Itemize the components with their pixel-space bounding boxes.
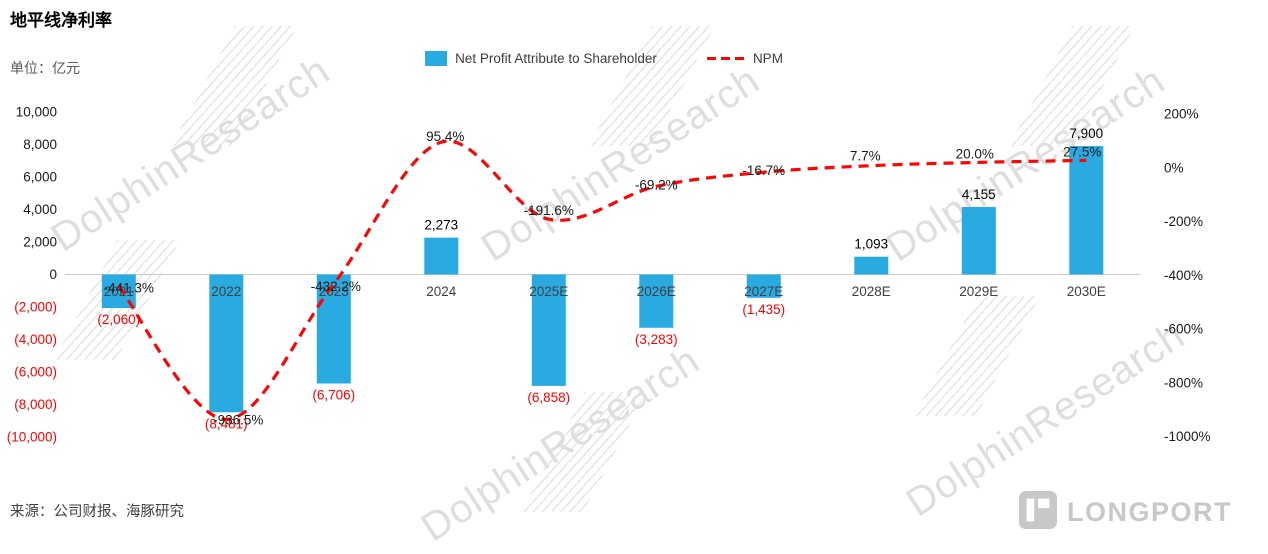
bar-value-label: (2,060) [97, 312, 140, 327]
left-axis-tick: (8,000) [14, 397, 57, 412]
left-axis-tick: 6,000 [23, 170, 57, 185]
bar-2029E [961, 207, 996, 275]
right-axis-tick: 200% [1164, 107, 1199, 122]
category-label: 2028E [852, 284, 891, 299]
bar-2025E [531, 274, 566, 386]
longport-wordmark: LONGPORT [1067, 497, 1232, 527]
bar-value-label: (3,283) [635, 332, 678, 347]
bar-2027E [746, 274, 781, 298]
right-axis-tick: 0% [1164, 160, 1184, 175]
left-axis-tick: 4,000 [23, 202, 57, 217]
bar-value-label: 2,273 [424, 218, 458, 233]
left-axis-tick: 2,000 [23, 235, 57, 250]
category-label: 2023 [319, 284, 349, 299]
left-axis-tick: (4,000) [14, 332, 57, 347]
bar-value-label: (6,858) [527, 390, 570, 405]
category-label: 2029E [959, 284, 998, 299]
bar-2024 [424, 237, 459, 275]
bar-2026E [639, 274, 674, 328]
bar-value-label: (8,481) [205, 416, 248, 431]
category-label: 2027E [744, 284, 783, 299]
bar-2023 [316, 274, 351, 384]
npm-value-label: -16.7% [742, 163, 785, 178]
npm-line [117, 139, 1087, 422]
left-axis-tick: 8,000 [23, 137, 57, 152]
category-label: 2025E [529, 284, 568, 299]
bar-series-label: Net Profit Attribute to Shareholder [455, 51, 657, 66]
bar-value-label: 7,900 [1069, 126, 1103, 141]
category-label: 2021 [104, 284, 134, 299]
bar-value-label: 1,093 [854, 237, 888, 252]
npm-value-label: -191.6% [524, 203, 574, 218]
npm-value-label: 7.7% [850, 149, 881, 164]
source-note: 来源：公司财报、海豚研究 [10, 504, 184, 520]
right-axis-tick: -400% [1164, 268, 1203, 283]
bar-2022 [209, 274, 244, 413]
line-series-swatch [706, 56, 745, 61]
category-label: 2030E [1067, 284, 1106, 299]
page-title: 地平线净利率 [10, 11, 112, 30]
npm-value-label: -441.3% [104, 280, 154, 295]
npm-value-label: 20.0% [956, 146, 994, 161]
line-series-label: NPM [752, 51, 783, 66]
bar-value-label: (6,706) [312, 388, 355, 403]
bar-2028E [854, 256, 889, 275]
unit-label: 单位：亿元 [10, 60, 80, 76]
npm-value-label: 95.4% [426, 129, 464, 144]
left-axis-tick: 10,000 [16, 105, 57, 120]
right-axis-tick: -800% [1164, 375, 1203, 390]
category-label: 2024 [426, 284, 457, 299]
bar-2030E [1069, 146, 1104, 275]
bar-value-label: 4,155 [962, 187, 996, 202]
npm-value-label: 27.5% [1063, 144, 1101, 159]
left-axis-tick: (2,000) [14, 300, 57, 315]
left-axis-tick: (10,000) [7, 430, 57, 445]
category-label: 2022 [211, 284, 241, 299]
right-axis-tick: -600% [1164, 322, 1203, 337]
npm-value-label: -69.2% [635, 177, 678, 192]
left-axis-tick: (6,000) [14, 365, 57, 380]
longport-logo: LONGPORT [1019, 491, 1232, 534]
chart-legend: Net Profit Attribute to Shareholder NPM [425, 51, 783, 66]
npm-value-label: -432.2% [311, 279, 361, 294]
category-label: 2026E [637, 284, 676, 299]
bar-series-swatch [425, 51, 448, 66]
npm-value-label: -936.5% [213, 412, 263, 427]
right-axis-tick: -1000% [1164, 429, 1211, 444]
left-axis-tick: 0 [49, 267, 57, 282]
bar-value-label: (1,435) [742, 302, 785, 317]
right-axis-tick: -200% [1164, 214, 1203, 229]
longport-icon [1019, 491, 1057, 534]
